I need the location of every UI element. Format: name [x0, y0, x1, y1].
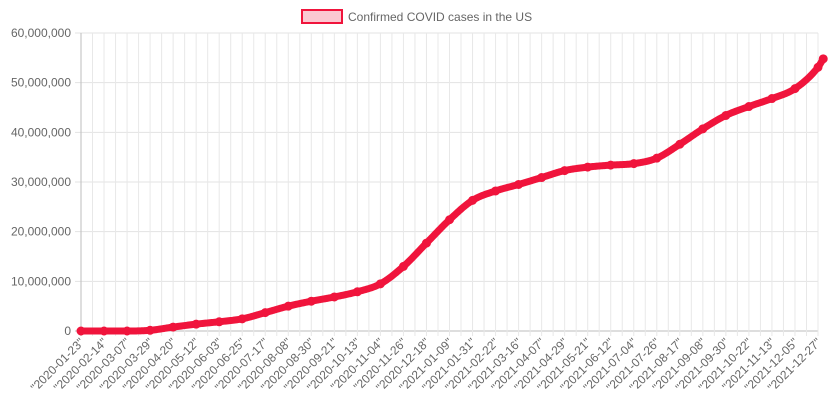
y-tick-label: 20,000,000	[11, 225, 71, 239]
data-point[interactable]	[818, 54, 828, 64]
data-point[interactable]	[260, 308, 270, 318]
data-point[interactable]	[375, 279, 385, 289]
data-point[interactable]	[767, 94, 777, 104]
data-point[interactable]	[76, 326, 86, 336]
data-point[interactable]	[560, 166, 570, 176]
data-point[interactable]	[606, 160, 616, 170]
data-point[interactable]	[491, 186, 501, 196]
data-point[interactable]	[237, 314, 247, 324]
data-point[interactable]	[744, 102, 754, 112]
data-point[interactable]	[514, 179, 524, 189]
data-series	[76, 54, 828, 336]
y-tick-label: 60,000,000	[11, 26, 71, 40]
legend[interactable]: Confirmed COVID cases in the US	[301, 9, 532, 24]
data-point[interactable]	[168, 322, 178, 332]
y-tick-label: 30,000,000	[11, 175, 71, 189]
grid	[75, 32, 819, 336]
legend-label[interactable]: Confirmed COVID cases in the US	[348, 10, 532, 24]
data-point[interactable]	[698, 124, 708, 134]
legend-swatch[interactable]	[301, 9, 343, 24]
y-tick-label: 50,000,000	[11, 76, 71, 90]
y-tick-label: 40,000,000	[11, 125, 71, 139]
series-line	[77, 55, 827, 335]
data-point[interactable]	[721, 110, 731, 120]
data-point[interactable]	[283, 301, 293, 311]
data-point[interactable]	[99, 326, 109, 336]
data-point[interactable]	[191, 319, 201, 329]
data-point[interactable]	[468, 195, 478, 205]
y-tick-label: 0	[64, 324, 71, 338]
data-point[interactable]	[537, 173, 547, 183]
data-point[interactable]	[398, 261, 408, 271]
y-axis: 0 10,000,000 20,000,000 30,000,000 40,000,00…	[11, 26, 71, 338]
data-point[interactable]	[352, 287, 362, 297]
data-point[interactable]	[421, 238, 431, 248]
data-point[interactable]	[629, 159, 639, 169]
data-point[interactable]	[790, 84, 800, 94]
data-point[interactable]	[122, 326, 132, 336]
data-point[interactable]	[445, 215, 454, 225]
data-point[interactable]	[652, 153, 662, 163]
data-point[interactable]	[583, 162, 593, 172]
data-point[interactable]	[329, 292, 339, 302]
data-point[interactable]	[214, 317, 224, 327]
data-point[interactable]	[306, 296, 316, 306]
data-point[interactable]	[145, 325, 155, 335]
data-point[interactable]	[813, 62, 823, 72]
x-axis: "2020-01-23""2020-02-14""2020-03-07""202…	[28, 335, 824, 394]
y-tick-label: 10,000,000	[11, 274, 71, 288]
data-point[interactable]	[675, 139, 685, 149]
